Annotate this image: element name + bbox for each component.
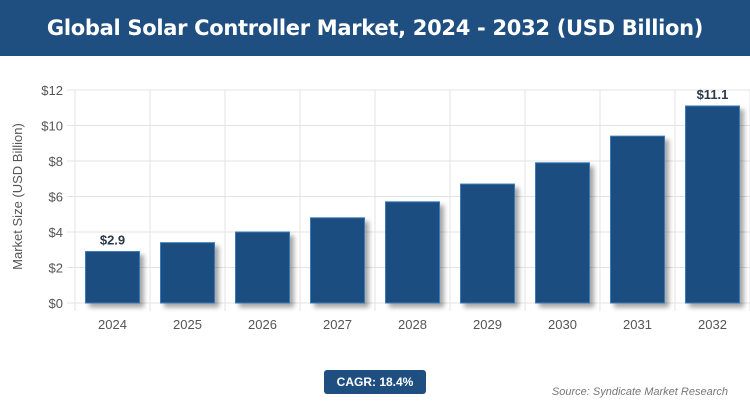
x-tick-label: 2030 xyxy=(548,317,577,332)
x-tick-label: 2026 xyxy=(248,317,277,332)
bar-2026 xyxy=(235,231,290,304)
y-tick-label: $4 xyxy=(49,225,63,240)
source-note: Source: Syndicate Market Research xyxy=(551,386,728,398)
cagr-badge: CAGR: 18.4% xyxy=(324,370,426,394)
x-tick-label: 2027 xyxy=(323,317,352,332)
data-label: $11.1 xyxy=(697,87,729,102)
y-tick-label: $2 xyxy=(49,261,63,276)
y-tick-label: $0 xyxy=(49,296,63,311)
bar-2029 xyxy=(460,183,515,304)
x-tick-label: 2032 xyxy=(698,317,727,332)
x-tick-label: 2031 xyxy=(623,317,652,332)
bar-2028 xyxy=(385,201,440,304)
bar-2030 xyxy=(535,162,590,304)
x-tick-label: 2025 xyxy=(173,317,202,332)
bar-2025 xyxy=(160,242,215,304)
x-tick-label: 2028 xyxy=(398,317,427,332)
chart-title: Global Solar Controller Market, 2024 - 2… xyxy=(0,0,750,56)
bar-2032 xyxy=(685,105,740,304)
bar-2031 xyxy=(610,135,665,304)
y-tick-label: $8 xyxy=(49,154,63,169)
y-tick-label: $10 xyxy=(41,119,63,134)
bar-2024 xyxy=(85,251,140,304)
y-axis-label: Market Size (USD Billion) xyxy=(10,123,25,270)
data-label: $2.9 xyxy=(100,233,125,248)
bar-2027 xyxy=(310,217,365,304)
y-tick-label: $12 xyxy=(41,83,63,98)
x-tick-label: 2029 xyxy=(473,317,502,332)
y-tick-label: $6 xyxy=(49,190,63,205)
x-tick-label: 2024 xyxy=(98,317,127,332)
